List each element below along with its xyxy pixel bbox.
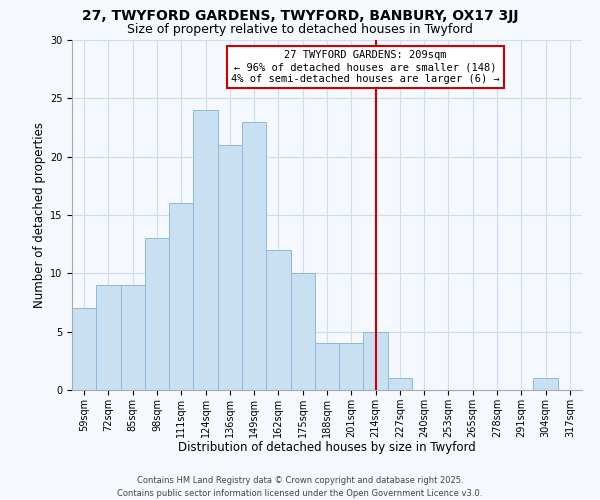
Bar <box>218 145 242 390</box>
Text: 27, TWYFORD GARDENS, TWYFORD, BANBURY, OX17 3JJ: 27, TWYFORD GARDENS, TWYFORD, BANBURY, O… <box>82 9 518 23</box>
Bar <box>242 122 266 390</box>
Text: 27 TWYFORD GARDENS: 209sqm
← 96% of detached houses are smaller (148)
4% of semi: 27 TWYFORD GARDENS: 209sqm ← 96% of deta… <box>231 50 500 84</box>
Bar <box>193 110 218 390</box>
Bar <box>145 238 169 390</box>
Bar <box>121 285 145 390</box>
Bar <box>169 204 193 390</box>
X-axis label: Distribution of detached houses by size in Twyford: Distribution of detached houses by size … <box>178 442 476 454</box>
Bar <box>315 344 339 390</box>
Bar <box>96 285 121 390</box>
Bar <box>290 274 315 390</box>
Text: Size of property relative to detached houses in Twyford: Size of property relative to detached ho… <box>127 22 473 36</box>
Bar <box>72 308 96 390</box>
Bar <box>388 378 412 390</box>
Bar <box>533 378 558 390</box>
Y-axis label: Number of detached properties: Number of detached properties <box>32 122 46 308</box>
Bar <box>339 344 364 390</box>
Text: Contains HM Land Registry data © Crown copyright and database right 2025.
Contai: Contains HM Land Registry data © Crown c… <box>118 476 482 498</box>
Bar <box>364 332 388 390</box>
Bar <box>266 250 290 390</box>
